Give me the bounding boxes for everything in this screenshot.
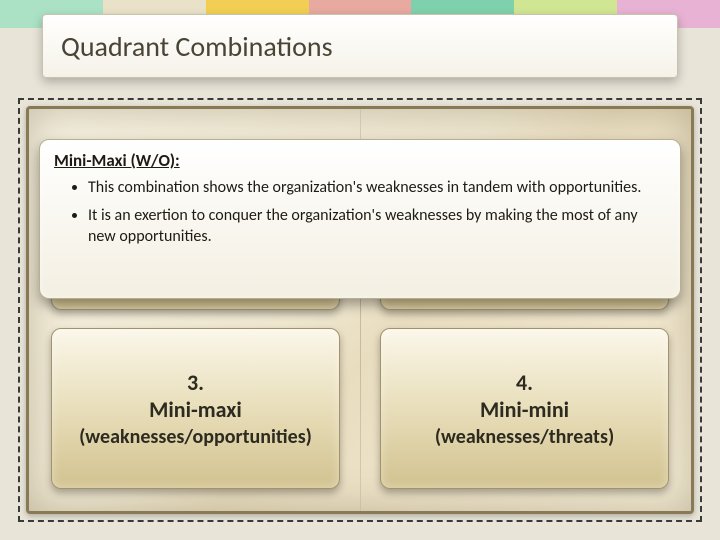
overlay-bullet-list: This combination shows the organization'… (54, 177, 662, 248)
overlay-card: Mini-Maxi (W/O): This combination shows … (39, 139, 681, 299)
quadrant-name: Mini-mini (480, 396, 569, 423)
quadrant-number: 4. (516, 369, 533, 396)
quadrant-name: Mini-maxi (149, 396, 242, 423)
quadrant-3: 3. Mini-maxi (weaknesses/opportunities) (51, 328, 340, 489)
overlay-bullet: This combination shows the organization'… (88, 177, 662, 199)
page-title: Quadrant Combinations (61, 29, 333, 64)
book-panel: 1. Maxi-maxi (strengths/opportunities) 2… (26, 106, 694, 514)
quadrant-desc: (weaknesses/threats) (435, 425, 614, 449)
overlay-bullet: It is an exertion to conquer the organiz… (88, 205, 662, 248)
dashed-frame: 1. Maxi-maxi (strengths/opportunities) 2… (18, 98, 702, 522)
quadrant-4: 4. Mini-mini (weaknesses/threats) (380, 328, 669, 489)
title-bar: Quadrant Combinations (42, 14, 678, 78)
overlay-heading: Mini-Maxi (W/O): (54, 150, 662, 173)
quadrant-number: 3. (187, 369, 204, 396)
quadrant-desc: (weaknesses/opportunities) (79, 425, 312, 449)
